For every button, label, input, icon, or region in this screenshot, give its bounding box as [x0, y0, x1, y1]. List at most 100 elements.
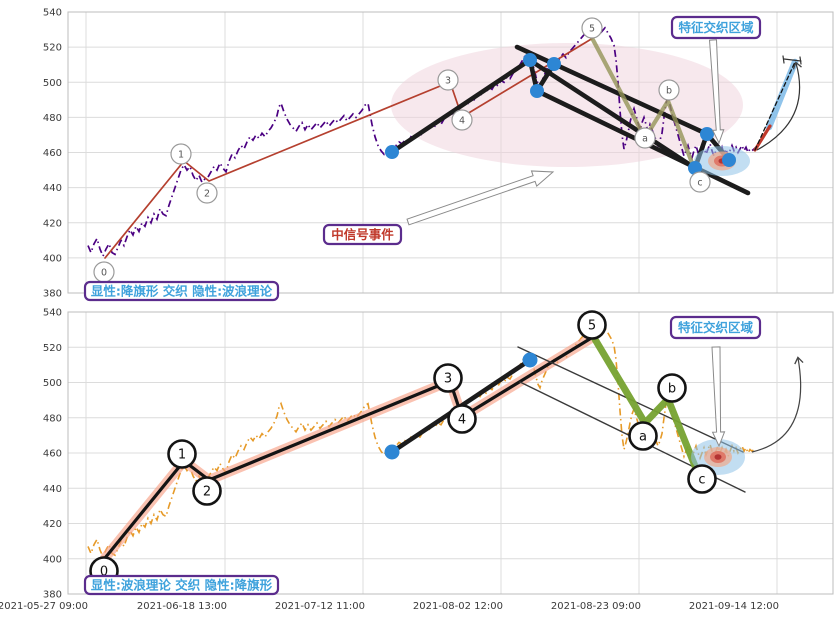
svg-text:a: a	[639, 430, 647, 445]
top-projection-cap-left	[782, 55, 785, 64]
bottom-abc-line	[589, 332, 701, 475]
node-dot	[522, 352, 538, 368]
wave-marker-c: c	[687, 464, 717, 494]
y-tick-label: 420	[43, 519, 62, 530]
x-tick-label: 2021-05-27 09:00	[0, 601, 88, 612]
y-tick-label: 520	[43, 43, 62, 54]
wave-marker-2: 2	[196, 182, 218, 204]
svg-text:b: b	[668, 382, 676, 397]
bottom-region-arrow	[711, 346, 726, 448]
bottom-wave-line	[100, 332, 598, 563]
top-region-arrow	[708, 39, 725, 145]
y-tick-label: 500	[43, 378, 62, 389]
svg-text:3: 3	[444, 372, 452, 387]
y-tick-label: 380	[43, 590, 62, 601]
svg-text:1: 1	[178, 149, 184, 160]
node-dot	[688, 161, 702, 175]
top-curved-arrow	[756, 61, 802, 151]
bottom-region-label: 特征交织区域	[669, 315, 762, 340]
top-projection-cap	[783, 58, 802, 62]
wave-marker-b: b	[657, 373, 687, 403]
svg-text:3: 3	[445, 75, 451, 86]
wave-marker-4: 4	[451, 109, 473, 131]
y-tick-label: 380	[43, 289, 62, 300]
y-tick-label: 400	[43, 554, 62, 565]
top-flag-nodes	[385, 53, 736, 175]
bottom-region-label-text: 特征交织区域	[678, 320, 754, 335]
y-tick-label: 480	[43, 413, 62, 424]
wave-marker-5: 5	[581, 17, 603, 39]
y-tick-label: 460	[43, 449, 62, 460]
top-panel-frame	[67, 11, 834, 294]
wave-marker-5: 5	[577, 310, 607, 340]
top-density-blob	[694, 146, 750, 176]
y-tick-label: 540	[43, 8, 62, 19]
svg-text:0: 0	[101, 267, 107, 278]
svg-text:4: 4	[458, 413, 466, 428]
wave-marker-a: a	[634, 127, 656, 149]
wave-marker-3: 3	[437, 69, 459, 91]
y-tick-label: 500	[43, 78, 62, 89]
bottom-caption-text: 显性:波浪理论 交织 隐性:降旗形	[91, 578, 273, 593]
y-tick-label: 420	[43, 218, 62, 229]
node-dot	[722, 153, 736, 167]
bottom-panel-frame	[67, 311, 834, 595]
svg-text:2: 2	[204, 188, 210, 199]
svg-text:4: 4	[459, 115, 465, 126]
top-projection-red	[753, 124, 772, 152]
svg-text:a: a	[642, 133, 648, 144]
top-caption: 显性:降旗形 交织 隐性:波浪理论	[83, 280, 280, 302]
bottom-curved-arrow	[751, 356, 804, 453]
svg-text:5: 5	[588, 319, 596, 334]
y-tick-label: 400	[43, 253, 62, 264]
x-tick-label: 2021-08-23 09:00	[551, 601, 641, 612]
y-tick-label: 440	[43, 183, 62, 194]
node-dot	[547, 57, 561, 71]
y-tick-label: 480	[43, 113, 62, 124]
top-caption-text: 显性:降旗形 交织 隐性:波浪理论	[91, 284, 273, 299]
svg-text:b: b	[666, 85, 672, 96]
node-dot	[700, 127, 714, 141]
svg-text:2: 2	[203, 485, 211, 500]
svg-text:5: 5	[589, 23, 595, 34]
top-region-label-text: 特征交织区域	[678, 20, 754, 35]
top-wave-trendline	[104, 37, 594, 259]
top-event-label-text: 中信号事件	[331, 227, 394, 242]
x-tick-label: 2021-09-14 12:00	[689, 601, 779, 612]
x-tick-label: 2021-06-18 13:00	[137, 601, 227, 612]
y-tick-label: 520	[43, 343, 62, 354]
wave-marker-a: a	[628, 421, 658, 451]
bottom-flag-nodes	[384, 352, 538, 460]
wave-marker-2: 2	[192, 476, 222, 506]
wave-marker-0: 0	[93, 261, 115, 283]
top-wave-markers: 0 1 2 3 4 5 a b c	[93, 17, 711, 283]
svg-text:0: 0	[100, 565, 108, 580]
wave-marker-b: b	[658, 79, 680, 101]
y-tick-label: 440	[43, 484, 62, 495]
top-region-label: 特征交织区域	[670, 15, 762, 40]
wave-marker-4: 4	[447, 404, 477, 434]
svg-text:c: c	[697, 177, 702, 188]
svg-text:1: 1	[178, 448, 186, 463]
top-projection-core	[754, 61, 796, 151]
node-dot	[523, 53, 537, 67]
wave-marker-3: 3	[433, 363, 463, 393]
top-event-label: 中信号事件	[322, 223, 403, 246]
top-event-arrow	[406, 170, 555, 226]
svg-text:c: c	[698, 473, 705, 488]
node-dot	[384, 444, 400, 460]
wave-marker-c: c	[689, 171, 711, 193]
y-tick-label: 540	[43, 308, 62, 319]
x-tick-label: 2021-08-02 12:00	[413, 601, 503, 612]
bottom-caption: 显性:波浪理论 交织 隐性:降旗形	[83, 574, 280, 596]
node-dot	[385, 145, 399, 159]
wave-marker-1: 1	[170, 143, 192, 165]
y-tick-label: 460	[43, 148, 62, 159]
node-dot	[530, 84, 544, 98]
wave-marker-1: 1	[167, 439, 197, 469]
top-abc-line	[589, 35, 697, 171]
x-tick-label: 2021-07-12 11:00	[275, 601, 365, 612]
